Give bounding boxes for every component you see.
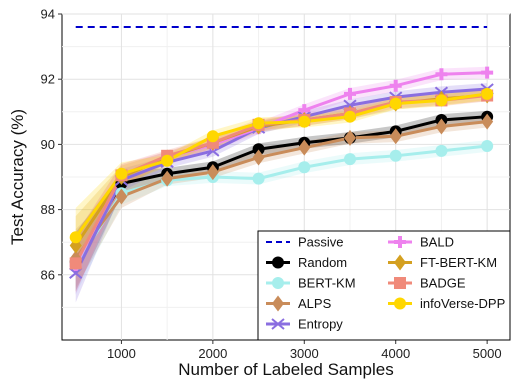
legend-label: BALD: [420, 235, 454, 250]
point-bald: [389, 79, 402, 92]
point-alps: [252, 149, 265, 166]
y-tick-label: 90: [41, 137, 55, 152]
legend-marker: [272, 277, 284, 289]
legend-label: FT-BERT-KM: [420, 255, 497, 270]
point-random: [252, 143, 265, 156]
legend-marker: [394, 297, 406, 310]
band-ft-bert-km: [75, 89, 488, 275]
legend-marker: [394, 254, 406, 271]
series-line-random: [74, 115, 488, 263]
point-infoverse-dpp: [206, 130, 219, 143]
point-alps: [435, 118, 448, 135]
series-line-infoverse-dpp: [74, 92, 488, 239]
legend-marker: [394, 236, 406, 248]
y-tick-label: 92: [41, 72, 55, 87]
point-bert-km: [344, 153, 356, 166]
point-bald: [435, 68, 448, 81]
point-alps: [115, 188, 128, 205]
legend-label: BERT-KM: [298, 276, 356, 291]
series-line-alps: [74, 120, 488, 260]
x-tick-label: 5000: [473, 346, 502, 361]
legend-label: Random: [298, 255, 347, 270]
series-markers: [69, 66, 494, 279]
axis-ticks: 1000 2000 3000 4000 5000 86 88 90 92 94: [41, 7, 502, 362]
legend-marker: [394, 277, 406, 289]
legend: Passive Random BERT-KM ALPS Entropy BALD FT-BE…: [257, 230, 511, 341]
point-alps: [481, 113, 494, 130]
point-infoverse-dpp: [435, 94, 448, 107]
point-bert-km: [481, 140, 494, 153]
point-entropy: [69, 267, 83, 279]
legend-label: infoVerse-DPP: [420, 296, 505, 311]
y-axis-title: Test Accuracy (%): [8, 109, 27, 245]
series-lines: [74, 26, 488, 274]
x-tick-label: 1000: [107, 346, 136, 361]
legend-marker: [272, 295, 284, 312]
legend-label: Passive: [298, 235, 344, 250]
point-alps: [298, 139, 311, 156]
point-infoverse-dpp: [298, 115, 311, 128]
point-alps: [161, 170, 174, 187]
legend-label: Entropy: [298, 317, 343, 332]
x-tick-label: 2000: [198, 346, 227, 361]
point-bert-km: [298, 161, 311, 174]
band-entropy: [75, 83, 488, 303]
point-bert-km: [389, 149, 402, 162]
point-infoverse-dpp: [344, 110, 356, 123]
y-tick-label: 86: [41, 267, 55, 282]
point-infoverse-dpp: [161, 154, 174, 167]
point-infoverse-dpp: [115, 167, 128, 180]
point-bald: [344, 87, 356, 100]
point-infoverse-dpp: [69, 231, 82, 244]
legend-marker: [271, 318, 285, 330]
point-bert-km: [435, 144, 448, 157]
point-bert-km: [252, 172, 265, 185]
legend-label: BADGE: [420, 276, 466, 291]
point-alps: [206, 164, 219, 181]
point-bald: [481, 66, 494, 79]
x-tick-label: 3000: [290, 346, 319, 361]
legend-label: ALPS: [298, 296, 332, 311]
point-badge: [69, 257, 82, 270]
point-infoverse-dpp: [389, 97, 402, 110]
y-tick-label: 94: [41, 7, 55, 22]
band-alps: [75, 115, 488, 288]
point-infoverse-dpp: [481, 87, 494, 100]
point-alps: [389, 128, 402, 145]
x-axis-title: Number of Labeled Samples: [178, 360, 393, 379]
point-infoverse-dpp: [252, 117, 265, 130]
point-alps: [344, 129, 356, 146]
x-tick-label: 4000: [381, 346, 410, 361]
legend-marker: [272, 256, 284, 269]
legend-box: [257, 230, 511, 341]
y-tick-label: 88: [41, 202, 55, 217]
